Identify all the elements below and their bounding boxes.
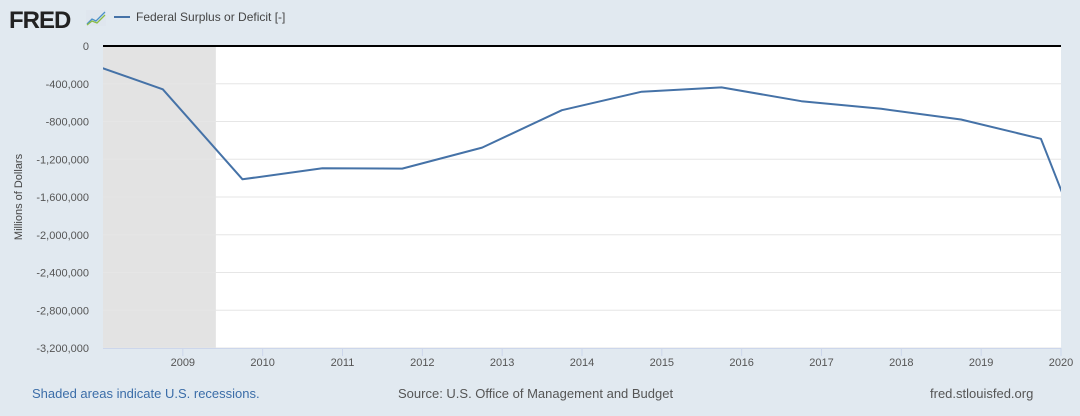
- x-tick-label: 2011: [331, 357, 355, 369]
- recessions-note[interactable]: Shaded areas indicate U.S. recessions.: [32, 386, 260, 401]
- x-tick-label: 2013: [490, 357, 514, 369]
- y-tick-label: -2,000,000: [36, 230, 89, 242]
- y-tick-label: -400,000: [46, 79, 89, 91]
- x-tick-label: 2012: [410, 357, 434, 369]
- x-tick-label: 2015: [650, 357, 674, 369]
- x-tick-label: 2009: [171, 357, 195, 369]
- y-tick-label: -2,400,000: [36, 268, 89, 280]
- x-tick-label: 2016: [729, 357, 753, 369]
- fred-logo[interactable]: FRED: [9, 7, 71, 34]
- x-tick-label: 2014: [570, 357, 594, 369]
- x-tick-label: 2018: [889, 357, 913, 369]
- y-tick-label: 0: [83, 41, 89, 53]
- y-tick-label: -800,000: [46, 117, 89, 129]
- x-tick-label: 2020: [1049, 357, 1073, 369]
- x-tick-label: 2019: [969, 357, 993, 369]
- series-line: [103, 67, 1061, 193]
- y-tick-label: -3,200,000: [36, 343, 89, 355]
- legend-label: Federal Surplus or Deficit [-]: [136, 10, 286, 24]
- y-axis-label: Millions of Dollars: [13, 153, 25, 240]
- y-tick-label: -1,200,000: [36, 154, 89, 166]
- y-tick-label: -1,600,000: [36, 192, 89, 204]
- legend: Federal Surplus or Deficit [-]: [114, 10, 285, 24]
- legend-swatch: [114, 16, 130, 18]
- chart: 0 -400,000 -800,000 -1,200,000 -1,600,000 -2,…: [13, 41, 1073, 369]
- x-tick-label: 2017: [809, 357, 833, 369]
- x-tick-label: 2010: [250, 357, 274, 369]
- site-link[interactable]: fred.stlouisfed.org: [930, 386, 1034, 401]
- fred-logo-chart-icon: [86, 10, 106, 26]
- source-note: Source: U.S. Office of Management and Bu…: [398, 386, 674, 401]
- y-tick-label: -2,800,000: [36, 305, 89, 317]
